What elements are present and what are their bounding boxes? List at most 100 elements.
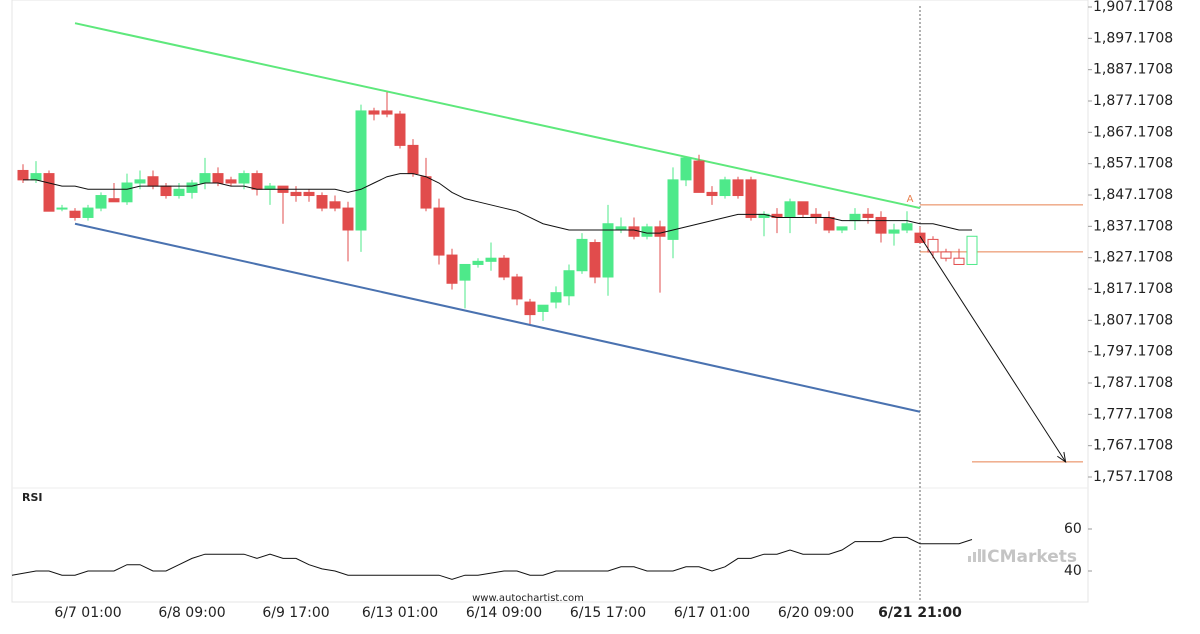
candle-body	[238, 173, 250, 184]
candle-body	[43, 173, 55, 212]
candle-body	[472, 260, 484, 265]
candle-body	[485, 257, 497, 262]
candle-body	[732, 179, 744, 197]
y-tick-label: 1,867.1708	[1093, 124, 1173, 140]
candle-body	[524, 301, 536, 316]
candle-body	[680, 157, 692, 181]
y-tick-label: 1,777.1708	[1093, 406, 1173, 422]
x-tick-label: 6/7 01:00	[54, 605, 121, 621]
y-tick-label: 1,857.1708	[1093, 156, 1173, 172]
y-tick-label: 1,767.1708	[1093, 438, 1173, 454]
candle-body	[745, 179, 757, 218]
y-tick-label: 1,877.1708	[1093, 93, 1173, 109]
candle-body	[784, 201, 796, 218]
candle-body	[433, 207, 445, 256]
candle-body	[290, 191, 302, 197]
candle-body	[30, 173, 42, 181]
y-tick-label: 1,837.1708	[1093, 218, 1173, 234]
candle-body	[69, 210, 81, 218]
candle-body	[849, 213, 861, 222]
candle-body	[901, 223, 913, 231]
candle-body	[693, 160, 705, 193]
trendline	[74, 222, 921, 413]
candle-body	[251, 173, 263, 190]
candle-body	[108, 198, 120, 203]
candle-body	[628, 226, 640, 237]
candle-body	[888, 229, 900, 234]
rsi-tick-label: 40	[1064, 563, 1082, 579]
candle-body	[186, 182, 198, 193]
plot-frame	[11, 0, 1089, 603]
trendline	[74, 22, 921, 210]
candle-body	[355, 110, 367, 231]
candle-body	[381, 110, 393, 115]
candle-body	[706, 191, 718, 197]
candle-body	[797, 201, 809, 215]
candle-body	[940, 251, 952, 259]
x-tick-label: 6/9 17:00	[262, 605, 329, 621]
x-tick-label: 6/20 09:00	[778, 605, 854, 621]
y-tick-label: 1,897.1708	[1093, 30, 1173, 46]
forecast-arrow	[919, 235, 1067, 463]
candle-body	[56, 207, 68, 210]
x-tick-label: 6/15 17:00	[570, 605, 646, 621]
rsi-line	[11, 536, 973, 580]
y-tick-label: 1,887.1708	[1093, 62, 1173, 78]
rsi-tick-label: 60	[1064, 521, 1082, 537]
candle-body	[927, 238, 939, 253]
candle-body	[446, 254, 458, 284]
y-tick-label: 1,827.1708	[1093, 250, 1173, 266]
candle-body	[160, 185, 172, 197]
candle-body	[641, 226, 653, 237]
candle-body	[875, 216, 887, 234]
level-label: A	[907, 194, 914, 205]
candle-body	[550, 292, 562, 303]
candle-body	[576, 238, 588, 272]
x-tick-label: 6/21 21:00	[878, 605, 962, 621]
x-tick-label: 6/8 09:00	[158, 605, 225, 621]
watermark: ICMarkets	[981, 547, 1077, 567]
x-tick-label: 6/17 01:00	[674, 605, 750, 621]
y-tick-label: 1,907.1708	[1093, 0, 1173, 15]
candle-body	[303, 191, 315, 197]
arrow-head	[1057, 451, 1067, 463]
x-tick-label: 6/13 01:00	[362, 605, 438, 621]
candle-body	[953, 257, 965, 265]
y-tick-label: 1,807.1708	[1093, 312, 1173, 328]
candle-body	[667, 179, 679, 240]
candle-body	[966, 235, 978, 265]
candle-body	[121, 182, 133, 203]
y-tick-label: 1,847.1708	[1093, 187, 1173, 203]
candle-body	[602, 223, 614, 278]
candle-body	[199, 173, 211, 184]
candle-body	[654, 226, 666, 237]
candle-body	[563, 270, 575, 297]
candle-body	[173, 188, 185, 197]
candle-body	[407, 144, 419, 175]
candle-body	[862, 213, 874, 218]
footer-url: www.autochartist.com	[472, 593, 584, 604]
candle-body	[511, 276, 523, 300]
moving-average	[23, 173, 972, 234]
candle-body	[368, 110, 380, 115]
watermark-icon	[968, 549, 981, 562]
candle-body	[589, 242, 601, 278]
candle-body	[95, 195, 107, 209]
candle-body	[316, 195, 328, 209]
candle-body	[719, 179, 731, 197]
candle-body	[394, 113, 406, 146]
candle-body	[17, 169, 29, 181]
candle-body	[420, 176, 432, 209]
candle-body	[459, 263, 471, 281]
candle-body	[342, 207, 354, 231]
candle-body	[212, 173, 224, 184]
y-tick-label: 1,817.1708	[1093, 281, 1173, 297]
candle-body	[823, 216, 835, 231]
candle-body	[147, 176, 159, 187]
candle-body	[836, 226, 848, 231]
candle-body	[914, 232, 926, 244]
candle-body	[537, 304, 549, 312]
y-tick-label: 1,757.1708	[1093, 469, 1173, 485]
